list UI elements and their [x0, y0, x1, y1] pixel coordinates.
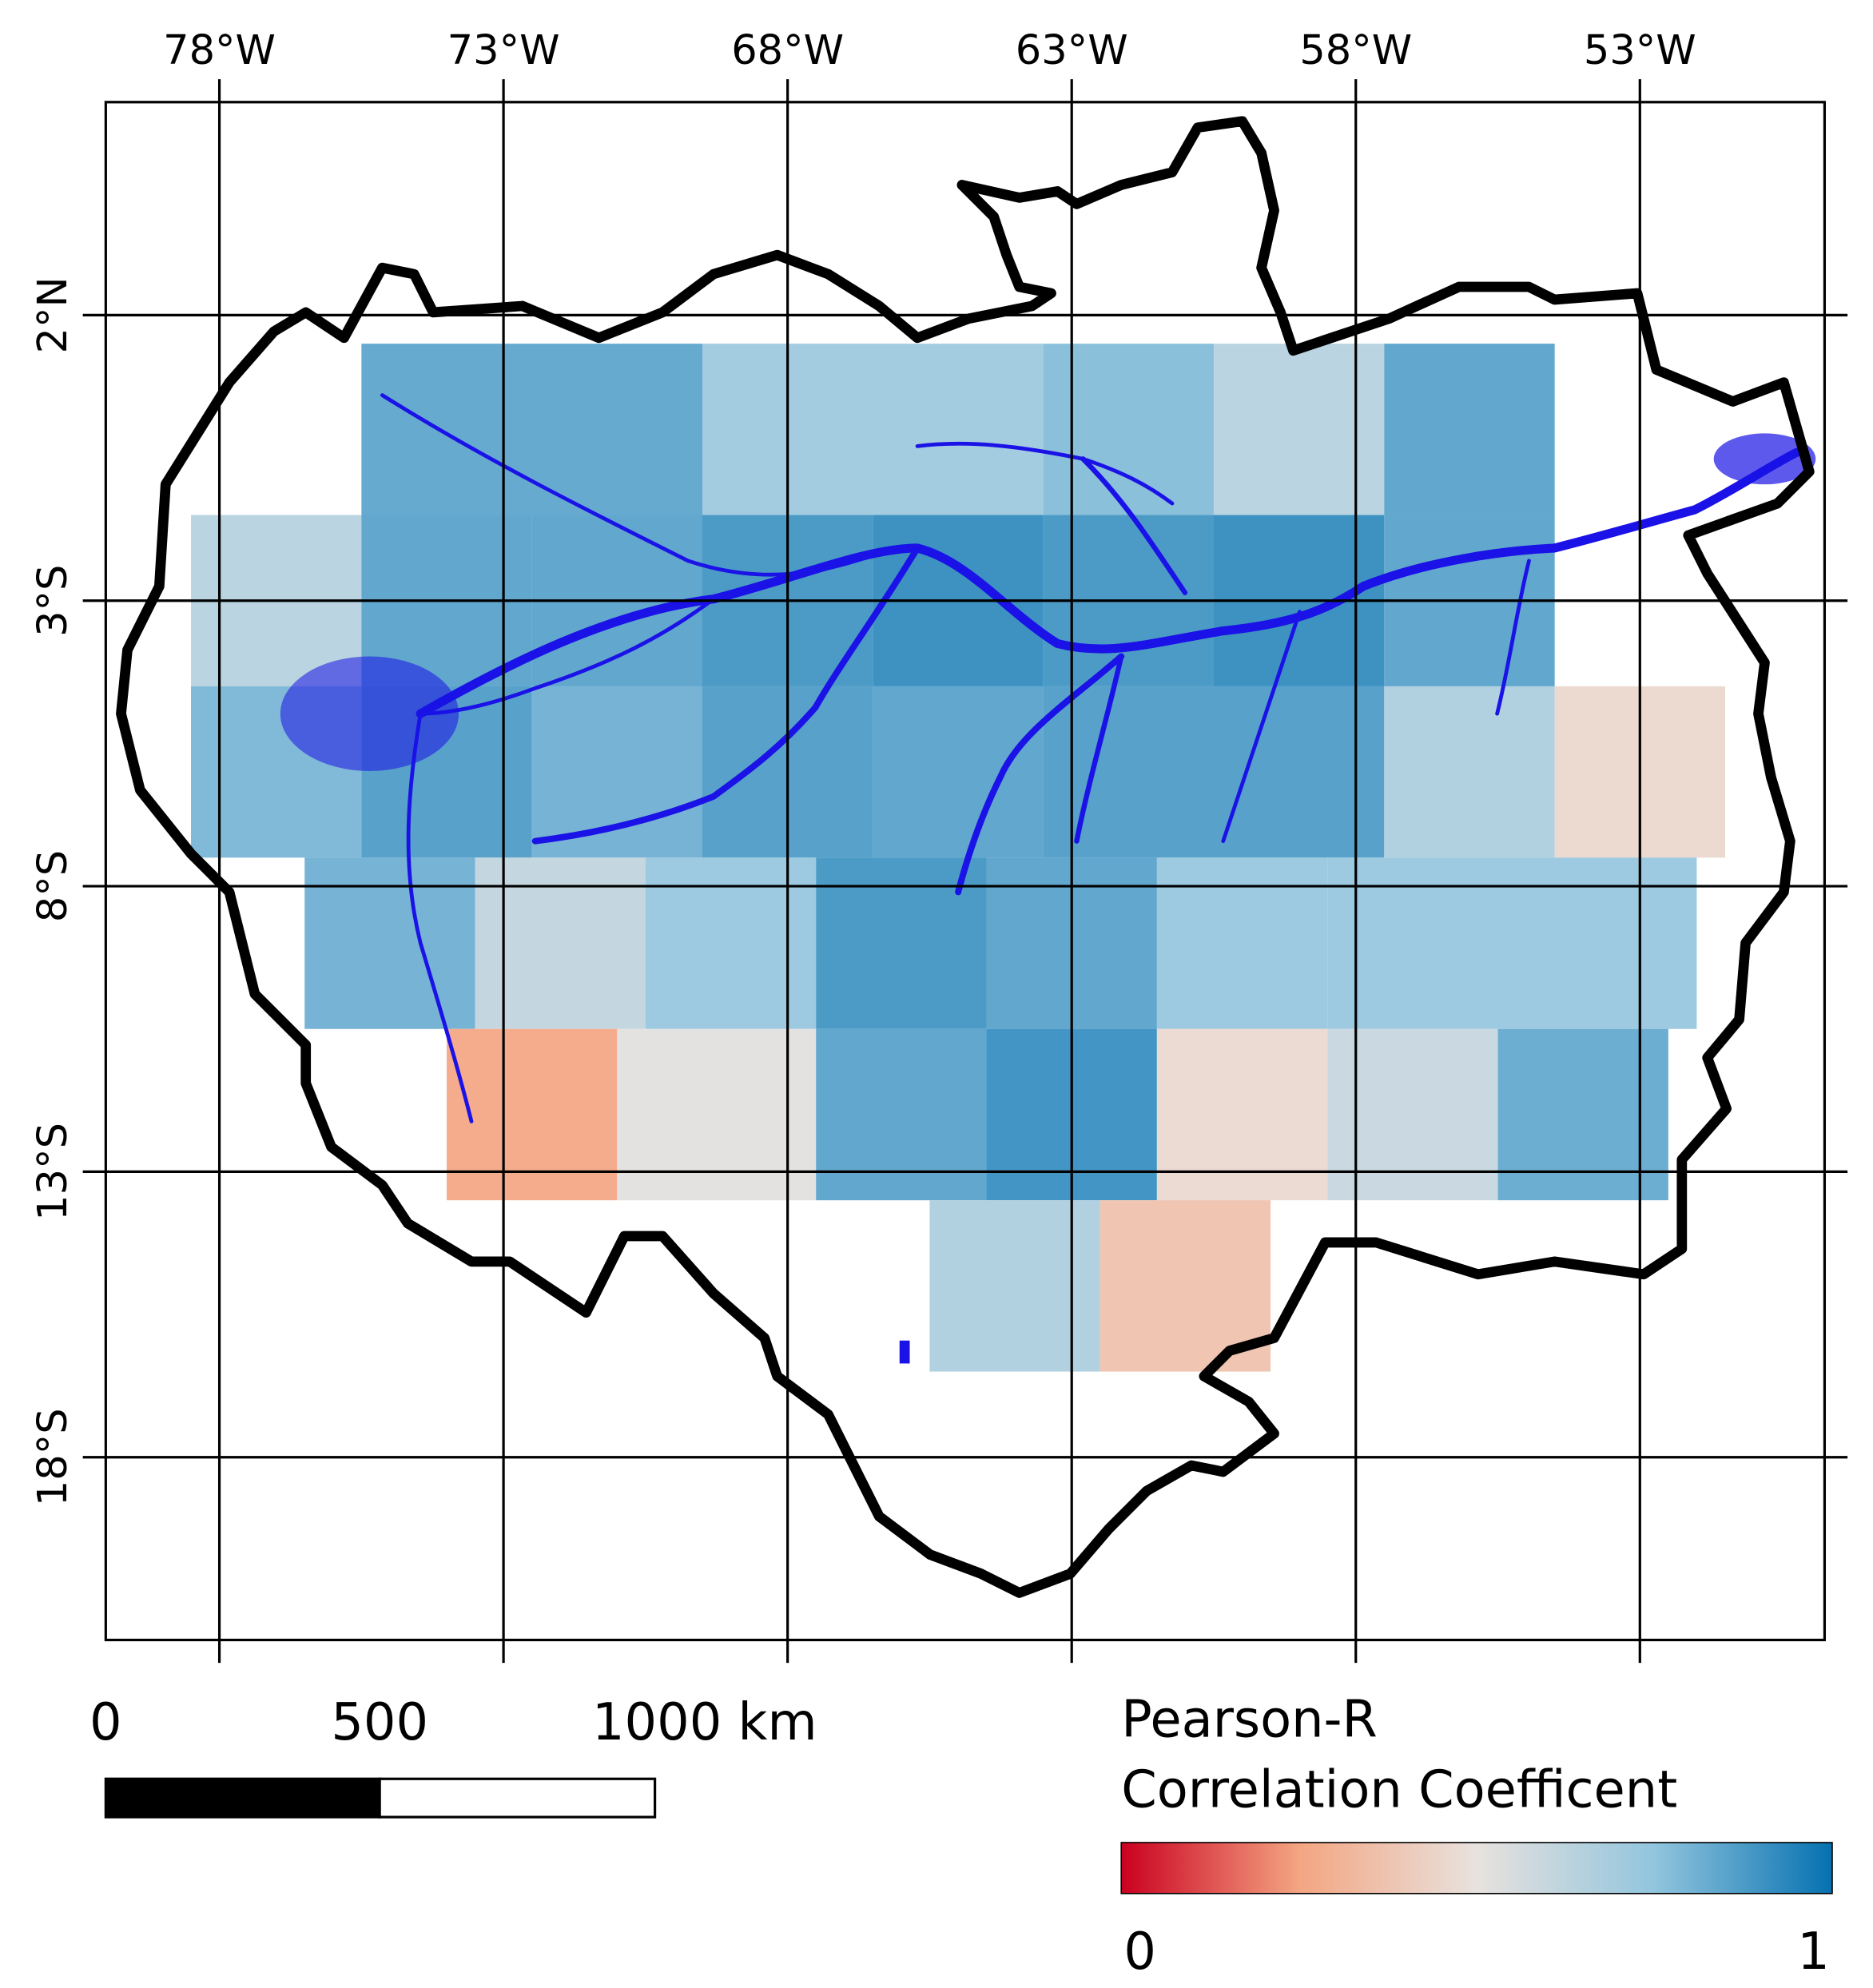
lat-tick-label: 3°S	[30, 565, 77, 637]
correlation-tile	[1327, 857, 1498, 1029]
map-frame	[104, 101, 1827, 1642]
river	[1074, 654, 1124, 844]
legend-title: Pearson-R	[1121, 1691, 1378, 1750]
correlation-tile	[1497, 1028, 1668, 1201]
correlation-tile	[1327, 1028, 1498, 1201]
wetland	[280, 656, 459, 771]
correlation-tile	[929, 1200, 1100, 1372]
lon-tick-label: 73°W	[447, 27, 560, 74]
river	[1495, 559, 1531, 716]
correlation-tile	[645, 857, 817, 1029]
river	[406, 711, 474, 1123]
lon-tick-label: 58°W	[1299, 27, 1412, 74]
graticule	[82, 79, 1848, 1664]
scale-label: 0	[89, 1693, 122, 1752]
lat-tick-label: 2°N	[30, 276, 77, 353]
correlation-tile	[816, 1028, 987, 1201]
river	[915, 441, 1175, 506]
tick-labels: 78°W 73°W 68°W 63°W 58°W 53°W 2°N 3°S 8°S 13°S 18°…	[30, 27, 1696, 1506]
correlation-tile	[1213, 344, 1385, 515]
correlation-tile	[361, 344, 702, 515]
correlation-tile	[702, 344, 1044, 515]
correlation-tile	[475, 857, 646, 1029]
river	[380, 393, 894, 577]
lake	[899, 1340, 910, 1364]
river	[1080, 456, 1188, 595]
correlation-tile	[447, 1028, 618, 1201]
correlation-tile	[1156, 857, 1328, 1029]
lon-tick-label: 68°W	[731, 27, 844, 74]
correlation-tile	[617, 1028, 817, 1201]
legend-title: Correlation Coefficent	[1121, 1760, 1677, 1819]
wetland	[1713, 433, 1816, 485]
correlation-tile	[1043, 344, 1214, 515]
lat-tick-label: 8°S	[30, 850, 77, 922]
correlation-tile	[1156, 1028, 1328, 1201]
correlation-tile	[873, 686, 1044, 858]
correlation-tile	[1213, 686, 1385, 858]
correlation-tile	[1384, 686, 1555, 858]
correlation-tile	[531, 686, 702, 858]
river	[531, 544, 921, 845]
colorbar	[1120, 1842, 1833, 1895]
correlation-tile	[1384, 344, 1555, 515]
river	[1221, 610, 1302, 844]
correlation-tile	[304, 857, 475, 1029]
river	[416, 447, 1801, 718]
lon-tick-label: 53°W	[1584, 27, 1696, 74]
lon-tick-label: 78°W	[163, 27, 276, 74]
lon-tick-label: 63°W	[1016, 27, 1128, 74]
basin-outline	[116, 116, 1815, 1598]
scale-bar-segment	[104, 1777, 381, 1819]
scale-label: 1000 km	[592, 1693, 817, 1752]
colorbar-tick-label: 0	[1123, 1922, 1156, 1982]
scale-bar-segment	[378, 1777, 657, 1819]
correlation-tile	[1497, 857, 1697, 1029]
tile-layer	[191, 344, 1725, 1372]
water-layer	[280, 393, 1816, 1364]
lat-tick-label: 18°S	[30, 1408, 77, 1506]
lat-tick-label: 13°S	[30, 1123, 77, 1221]
river	[955, 653, 1125, 896]
colorbar-tick-label: 1	[1797, 1922, 1830, 1982]
scale-label: 500	[331, 1693, 428, 1752]
correlation-tile	[1043, 686, 1214, 858]
